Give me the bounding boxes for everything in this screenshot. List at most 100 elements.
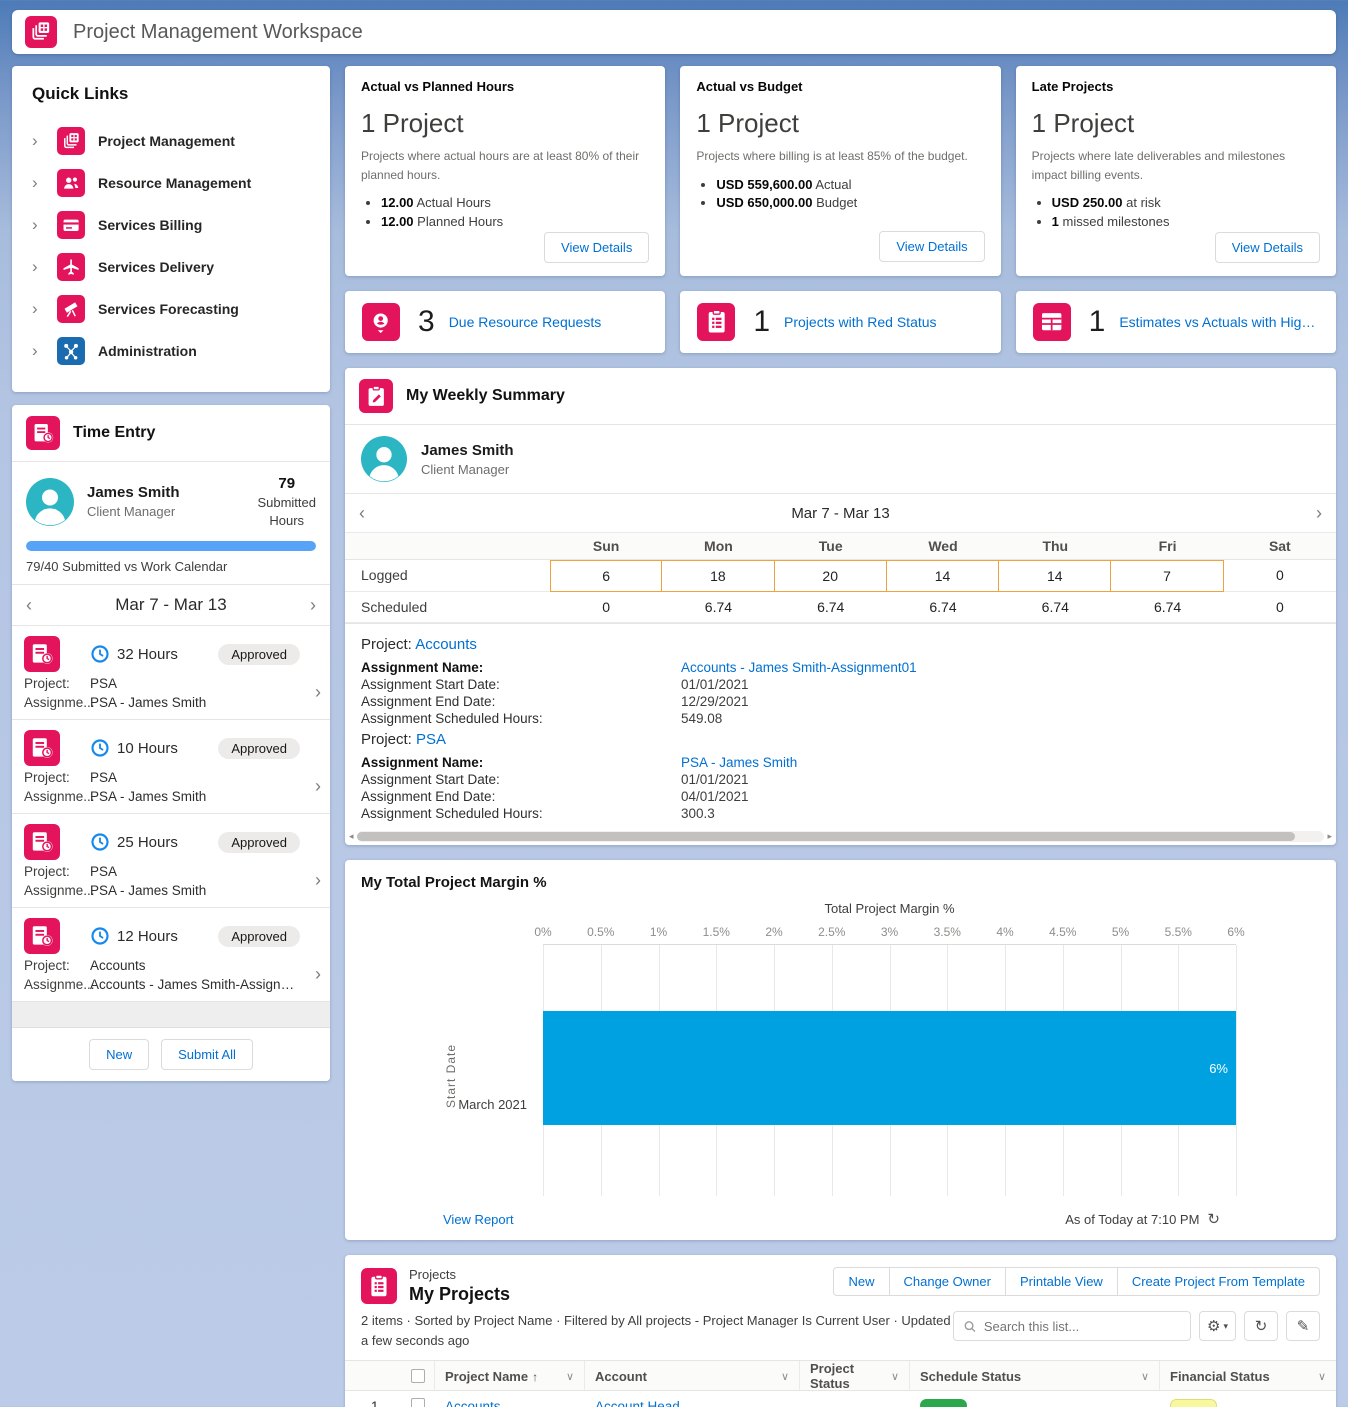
sidebar-item-services-billing[interactable]: › Services Billing [28, 204, 314, 246]
scrollbar-track[interactable] [356, 831, 1325, 842]
projects-icon [361, 1268, 397, 1304]
badge-link[interactable]: Projects with Red Status [784, 314, 937, 330]
project-link[interactable]: PSA [416, 731, 447, 748]
sidebar-item-services-delivery[interactable]: › Services Delivery [28, 246, 314, 288]
time-entry-empty-area [12, 1002, 330, 1028]
chevron-right-icon[interactable]: › [32, 215, 38, 234]
submit-all-button[interactable]: Submit All [161, 1039, 253, 1070]
chevron-down-icon[interactable]: ∨ [780, 1370, 789, 1383]
sidebar-item-project-management[interactable]: › Project Management [28, 120, 314, 162]
column-label: Financial Status [1170, 1368, 1270, 1384]
chevron-right-icon[interactable]: › [315, 964, 321, 985]
project-label: Project: [361, 636, 412, 653]
account-link[interactable]: Account Head [595, 1399, 680, 1407]
refresh-icon[interactable]: ↻ [1207, 1211, 1220, 1228]
day-header: Wed [886, 532, 1000, 560]
chevron-right-icon[interactable]: › [315, 776, 321, 797]
new-button[interactable]: New [89, 1039, 150, 1070]
sidebar-item-label: Administration [98, 343, 197, 359]
scrollbar-thumb[interactable] [356, 832, 1296, 841]
assignment-link[interactable]: Accounts - James Smith-Assignment01 [681, 660, 917, 675]
badge-link[interactable]: Estimates vs Actuals with High Varia... [1119, 314, 1319, 330]
new-project-button[interactable]: New [833, 1267, 890, 1296]
clipboard-list-icon [697, 303, 736, 341]
column-header-financial-status[interactable]: Financial Status ∨ [1160, 1361, 1336, 1391]
chevron-down-icon[interactable]: ∨ [1317, 1370, 1326, 1383]
refresh-icon: ↻ [1254, 1318, 1268, 1335]
next-week-icon[interactable]: › [1316, 503, 1322, 523]
sidebar-item-services-forecasting[interactable]: › Services Forecasting [28, 288, 314, 330]
entry-assignment: PSA - James Smith [90, 695, 207, 711]
project-name-link[interactable]: Accounts [445, 1399, 501, 1407]
kpi-bullet-list: USD 559,600.00 Actual USD 650,000.00 Bud… [716, 176, 984, 214]
printable-view-button[interactable]: Printable View [1004, 1267, 1118, 1296]
view-details-button[interactable]: View Details [1214, 231, 1320, 263]
column-header-account[interactable]: Account ∨ [585, 1361, 800, 1391]
project-management-icon [57, 127, 85, 155]
entry-hours: 10 Hours [117, 739, 178, 757]
chevron-right-icon[interactable]: › [32, 173, 38, 192]
chevron-down-icon[interactable]: ∨ [565, 1370, 574, 1383]
scroll-right-icon[interactable]: ▸ [1327, 831, 1332, 841]
time-entry-list-item[interactable]: 12 Hours Approved › Project: Accounts Ass… [12, 908, 330, 1003]
time-entry-list-item[interactable]: 32 Hours Approved › Project: PSA Assignme… [12, 626, 330, 721]
time-entry-title: Time Entry [73, 424, 156, 441]
user-name: James Smith [87, 484, 180, 502]
row-checkbox[interactable] [411, 1398, 425, 1407]
inline-edit-button[interactable]: ✎ [1286, 1311, 1320, 1341]
scheduled-cell: 6.74 [1111, 592, 1224, 623]
submitted-progress-bar [26, 541, 316, 552]
chevron-right-icon[interactable]: › [315, 682, 321, 703]
assignment-link[interactable]: PSA - James Smith [681, 755, 798, 770]
search-input[interactable] [983, 1318, 1181, 1334]
next-week-icon[interactable]: › [310, 595, 316, 616]
time-entry-list-item[interactable]: 10 Hours Approved › Project: PSA Assignme… [12, 720, 330, 815]
view-report-link[interactable]: View Report [443, 1211, 514, 1227]
chevron-right-icon[interactable]: › [32, 341, 38, 360]
caret-down-icon: ▾ [1223, 1320, 1228, 1331]
refresh-list-button[interactable]: ↻ [1244, 1311, 1278, 1341]
project-label: Project: [24, 770, 70, 786]
sidebar-item-label: Resource Management [98, 175, 252, 191]
previous-week-icon[interactable]: ‹ [26, 595, 32, 616]
column-header-project-status[interactable]: Project Status ∨ [800, 1361, 910, 1391]
time-entry-record-icon [24, 636, 60, 673]
clock-icon [90, 832, 110, 852]
chevron-right-icon[interactable]: › [32, 257, 38, 276]
kpi-value: 1 [1051, 214, 1059, 230]
view-details-button[interactable]: View Details [879, 231, 985, 262]
chevron-down-icon[interactable]: ∨ [1140, 1370, 1149, 1383]
select-all-checkbox[interactable] [410, 1369, 425, 1383]
scroll-left-icon[interactable]: ◂ [349, 831, 354, 841]
previous-week-icon[interactable]: ‹ [359, 503, 365, 523]
horizontal-scrollbar: ◂ ▸ [345, 828, 1336, 845]
x-tick-label: 1% [649, 925, 668, 939]
column-header-schedule-status[interactable]: Schedule Status ∨ [910, 1361, 1160, 1391]
sidebar-item-label: Services Forecasting [98, 301, 239, 317]
badge-link[interactable]: Due Resource Requests [448, 314, 602, 330]
project-link[interactable]: Accounts [415, 636, 477, 653]
chevron-right-icon[interactable]: › [32, 299, 38, 318]
project-margin-chart-card: My Total Project Margin % Total Project … [345, 860, 1336, 1240]
sidebar-item-resource-management[interactable]: › Resource Management [28, 162, 314, 204]
status-badge: Approved [218, 737, 300, 759]
weekly-summary-icon [359, 379, 393, 413]
sidebar-item-administration[interactable]: › Administration [28, 330, 314, 372]
view-details-button[interactable]: View Details [544, 231, 650, 263]
column-label: Project Name [445, 1368, 529, 1384]
kpi-card-late-projects: Late Projects 1 Project Projects where l… [1015, 66, 1336, 276]
time-entry-list-item[interactable]: 25 Hours Approved › Project: PSA Assignme… [12, 814, 330, 909]
list-settings-button[interactable]: ⚙ ▾ [1199, 1311, 1236, 1341]
create-project-from-template-button[interactable]: Create Project From Template [1116, 1267, 1320, 1296]
chevron-down-icon[interactable]: ∨ [890, 1370, 899, 1383]
column-header-project-name[interactable]: Project Name ↑ ∨ [435, 1361, 585, 1391]
assignment-scheduled-hours: 300.3 [681, 806, 715, 821]
column-label: Account [595, 1368, 647, 1384]
chevron-right-icon[interactable]: › [32, 131, 38, 150]
margin-bar: 6% [543, 1011, 1236, 1125]
logged-cell: 6 [550, 560, 663, 592]
chevron-right-icon[interactable]: › [315, 870, 321, 891]
change-owner-button[interactable]: Change Owner [888, 1267, 1006, 1296]
entry-project: PSA [90, 864, 118, 880]
field-label: Assignment Start Date: [361, 677, 500, 692]
